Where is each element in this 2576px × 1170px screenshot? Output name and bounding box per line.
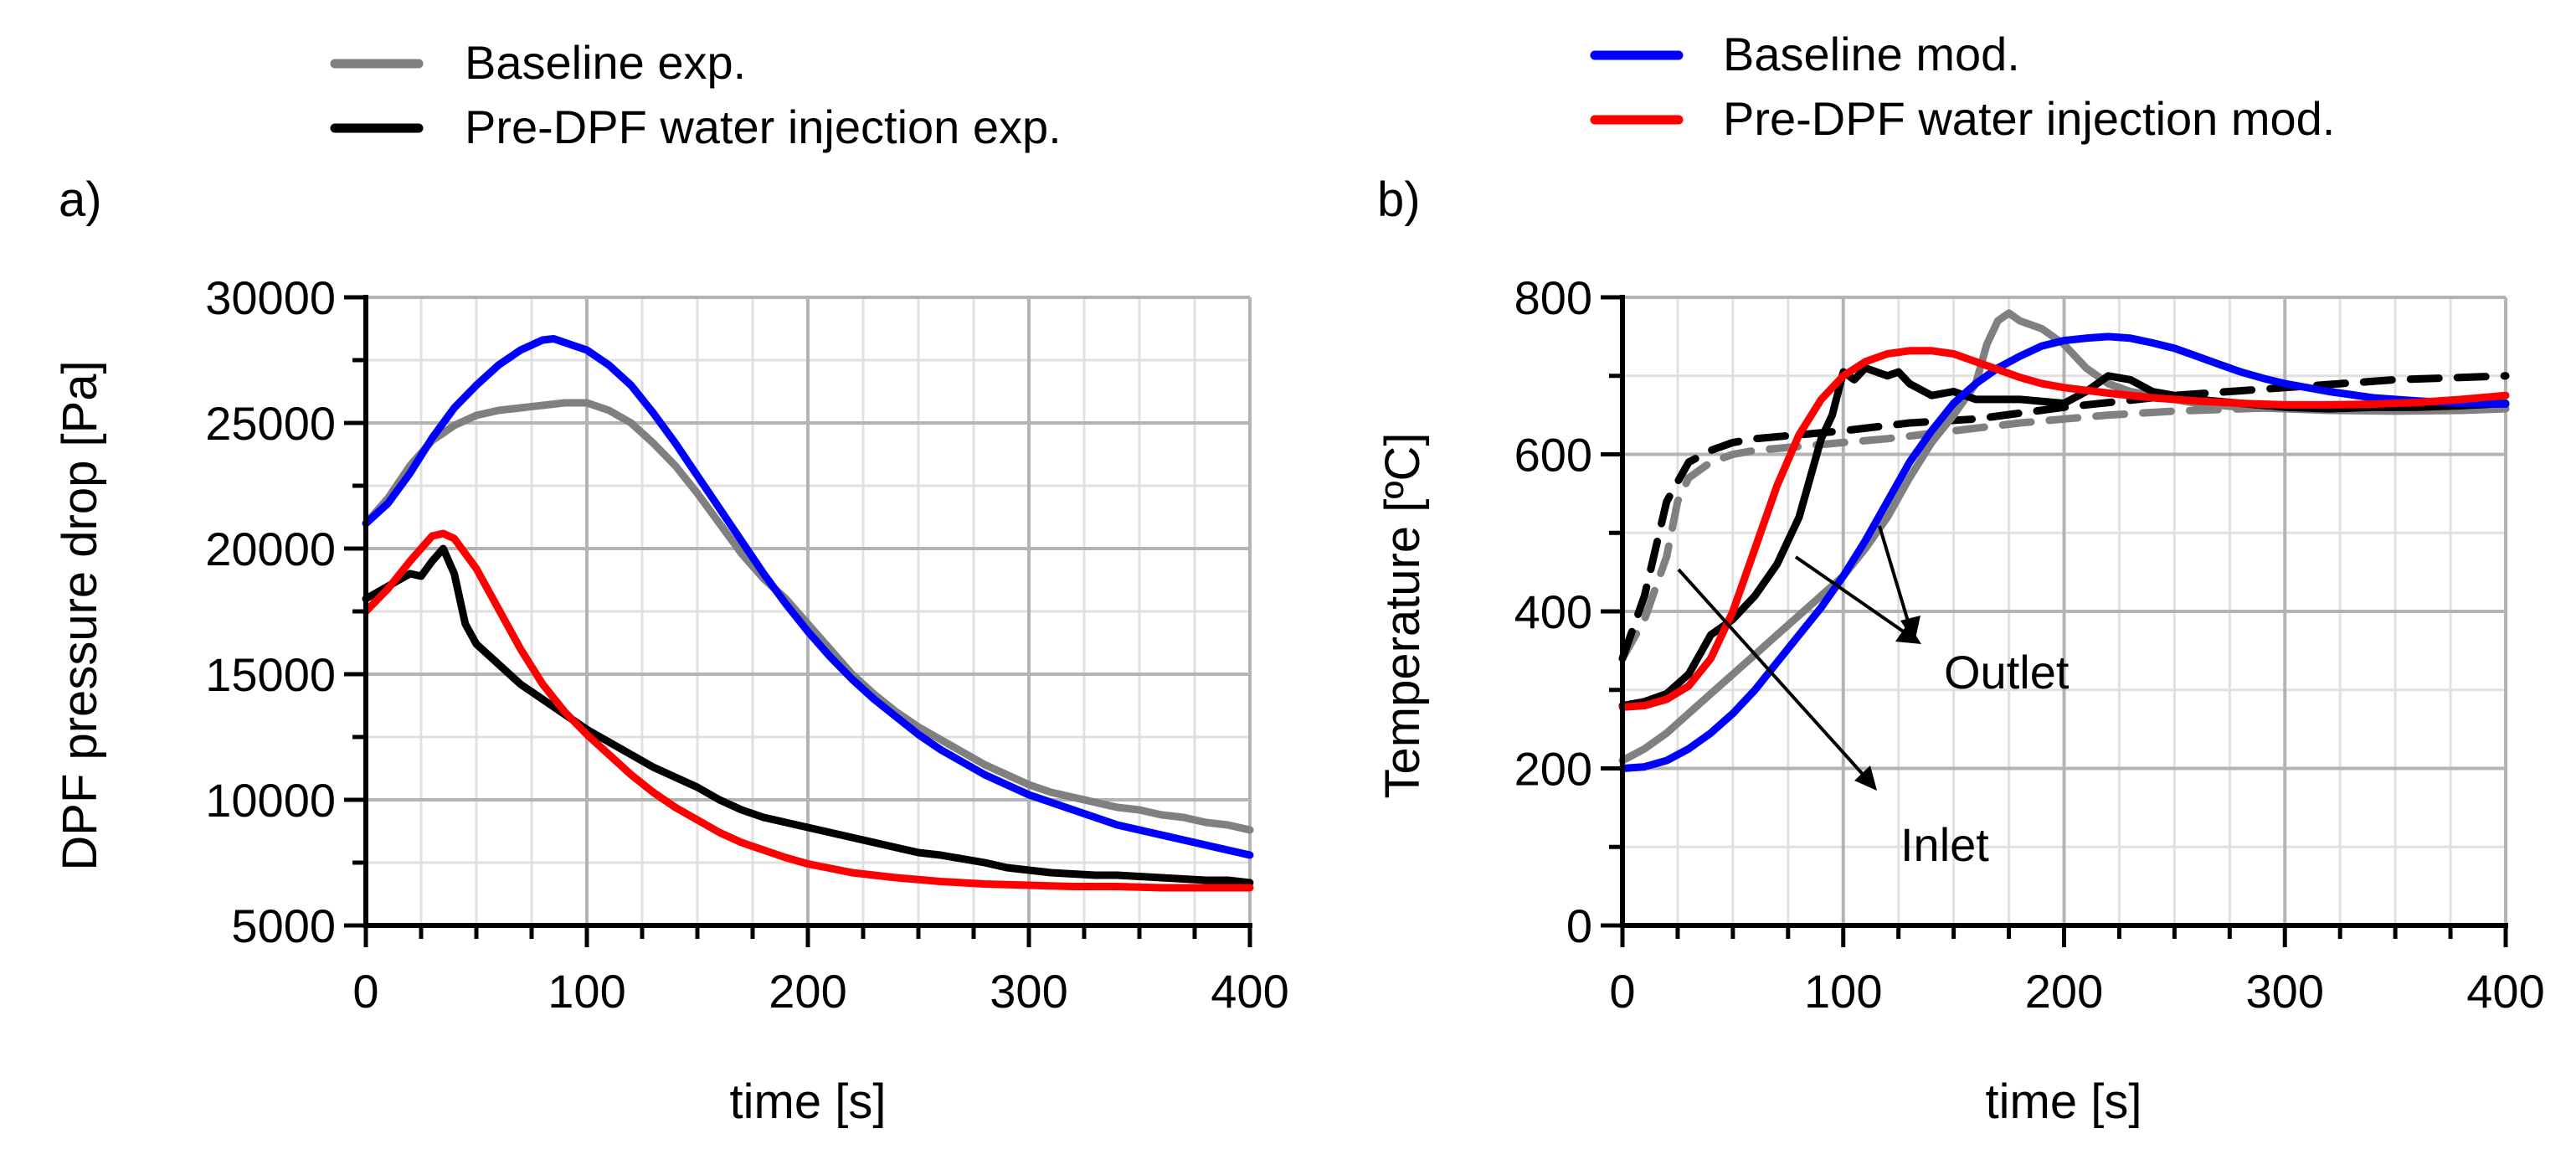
panel-b-y-tick-label: 600 [1514,429,1592,482]
panel-a-y-tick-label: 20000 [205,523,336,575]
panel-a-y-tick-label: 25000 [205,397,336,450]
panel-b-y-axis-title: Temperature [ºC] [1375,432,1430,798]
panel-b-series-baseline-exp-inlet[interactable] [1618,395,2510,662]
panel-b-y-tick-label: 400 [1514,585,1592,638]
annotation-outlet: Outlet [1794,525,2070,698]
panel-b-grid [1621,296,2507,927]
panel-a-x-tick-label: 100 [548,965,625,1018]
panel-b-x-tick-label: 200 [2025,965,2103,1018]
panel-a-series-baseline-exp[interactable] [362,399,1254,834]
panel-b-y-tick-label: 800 [1514,271,1592,324]
annotation-outlet-arrow-2 [1878,525,1913,633]
panel-b-series-baseline-mod[interactable] [1618,332,2510,772]
panel-b-series [1618,309,2510,772]
panel-b-x-tick-label: 300 [2246,965,2324,1018]
legend-label-water-injection-exp: Pre-DPF water injection exp. [465,101,1062,153]
panel-b-y-tick-label: 0 [1566,899,1592,952]
panel-b-label: b) [1377,173,1421,227]
panel-a-series [362,335,1254,892]
panel-a-y-tick-label: 30000 [205,271,336,324]
panel-a-series-pre-dpf-water-injection-mod[interactable] [362,529,1254,892]
panel-a-y-tick-label: 10000 [205,774,336,827]
panel-a-series-pre-dpf-water-injection-exp[interactable] [362,544,1254,887]
panel-b-series-pre-dpf-water-injection-exp-inlet[interactable] [1618,372,2510,662]
panel-b-y-tick-labels: 0 200 400 600 800 [1514,271,1592,952]
panel-b-x-tick-label: 0 [1609,965,1635,1018]
panel-b-series-pre-dpf-water-injection-mod[interactable] [1618,347,2510,711]
panel-a-axes [344,295,1252,947]
panel-a-x-tick-label: 300 [990,965,1067,1018]
panel-a-x-tick-label: 400 [1211,965,1288,1018]
legend-label-water-injection-mod: Pre-DPF water injection mod. [1723,92,2335,145]
panel-a-y-tick-labels: 5000 10000 15000 20000 25000 30000 [205,271,336,952]
panel-b-axes [1601,295,2508,947]
panel-b-x-axis-title: time [s] [1986,1075,2142,1129]
panel-a-x-axis-title: time [s] [730,1075,887,1129]
panel-b-x-tick-labels: 0 100 200 300 400 [1609,965,2544,1018]
panel-a-y-tick-label: 5000 [231,899,336,952]
annotation-inlet-arrowhead [1854,765,1877,791]
annotation-outlet-arrow-1 [1794,555,1915,640]
legend-entry-baseline-mod[interactable]: Baseline mod. [1590,28,2020,80]
legend-label-baseline-exp: Baseline exp. [465,36,746,89]
panel-a-series-baseline-mod[interactable] [362,335,1254,859]
panel-b-x-tick-label: 400 [2466,965,2544,1018]
annotation-inlet-label: Inlet [1900,818,1989,871]
panel-a-y-axis-title: DPF pressure drop [Pa] [53,360,107,870]
panel-a-grid [364,296,1252,927]
legend-label-baseline-mod: Baseline mod. [1723,28,2020,80]
legend: Baseline exp. Pre-DPF water injection ex… [330,28,2335,153]
panel-b-x-tick-label: 100 [1804,965,1882,1018]
panel-a-y-tick-label: 15000 [205,648,336,701]
legend-entry-baseline-exp[interactable]: Baseline exp. [330,36,746,89]
panel-a-pressure-drop: a) 0 100 200 300 400 5000 10000 15000 20000 2500… [53,173,1289,1129]
annotation-inlet: Inlet [1677,568,1989,871]
legend-entry-water-injection-mod[interactable]: Pre-DPF water injection mod. [1590,92,2335,145]
panel-a-x-tick-label: 0 [352,965,378,1018]
legend-entry-water-injection-exp[interactable]: Pre-DPF water injection exp. [330,101,1062,153]
panel-a-x-tick-labels: 0 100 200 300 400 [352,965,1288,1018]
panel-b-y-tick-label: 200 [1514,743,1592,796]
panel-a-x-tick-label: 200 [769,965,846,1018]
annotation-inlet-arrow [1677,568,1869,781]
annotation-outlet-label: Outlet [1944,646,2070,698]
panel-a-label: a) [59,173,102,227]
annotation-outlet-arrowhead-2 [1900,616,1920,642]
